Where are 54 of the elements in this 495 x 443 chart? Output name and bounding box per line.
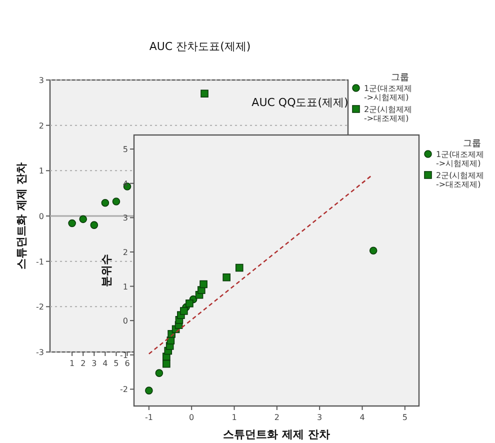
point	[200, 280, 208, 288]
x-axis-title: 스튜던트화 제제 잔차	[223, 428, 330, 441]
point	[162, 360, 170, 368]
legend-label: 2군(시험제제->대조제제)	[436, 171, 484, 189]
legend-title: 그룹	[463, 139, 481, 149]
x-tick-label: 5	[114, 359, 119, 368]
point	[68, 219, 76, 228]
point	[145, 386, 153, 394]
y-tick-label: -3	[36, 348, 44, 357]
y-tick-label: 2	[38, 121, 44, 130]
x-tick-label: 3	[92, 359, 97, 368]
y-tick-label: 2	[122, 248, 128, 257]
y-axis-title: 스튜던트화 제제 잔차	[15, 162, 28, 270]
y-tick-label: 4	[122, 179, 128, 188]
x-tick-label: 4	[102, 359, 108, 368]
point	[180, 307, 188, 315]
x-tick-label: 0	[189, 413, 194, 422]
point	[112, 198, 120, 206]
y-tick-label: -1	[120, 350, 128, 360]
y-axis-title: 분위수	[100, 254, 113, 287]
x-tick-label: 3	[317, 413, 322, 422]
legend-label: 1군(대조제제->시험제제)	[364, 84, 412, 102]
x-tick-label: 2	[274, 413, 280, 422]
x-tick-label: -1	[144, 413, 153, 422]
point	[222, 273, 230, 282]
y-tick-label: -2	[36, 302, 44, 312]
x-tick-label: 6	[124, 359, 130, 368]
y-tick-label: 0	[122, 316, 128, 326]
point	[369, 246, 378, 255]
point	[79, 215, 88, 224]
legend-label: 2군(시험제제->대조제제)	[364, 105, 412, 123]
y-tick-label: 3	[38, 76, 44, 85]
legend-title: 그룹	[391, 73, 409, 83]
point	[186, 300, 194, 308]
y-tick-label: 5	[122, 145, 128, 154]
x-tick-label: 5	[402, 413, 408, 422]
y-tick-label: 1	[38, 166, 44, 176]
point	[90, 221, 98, 229]
point	[101, 198, 110, 207]
y-tick-label: 1	[122, 282, 128, 292]
x-tick-label: 1	[70, 359, 75, 368]
y-tick-label: 3	[122, 214, 128, 223]
chart-title: AUC QQ도표(제제)	[252, 96, 348, 109]
x-tick-label: 2	[80, 359, 86, 368]
point	[200, 90, 208, 98]
y-tick-label: -2	[120, 385, 128, 394]
y-tick-label: -1	[36, 257, 44, 266]
x-tick-label: 4	[360, 413, 365, 422]
point	[235, 264, 244, 272]
point	[155, 369, 164, 377]
chart-title: AUC 잔차도표(제제)	[149, 40, 251, 53]
x-tick-label: 1	[232, 413, 237, 422]
legend-label: 1군(대조제제->시험제제)	[436, 150, 484, 168]
y-tick-label: 0	[38, 212, 44, 221]
